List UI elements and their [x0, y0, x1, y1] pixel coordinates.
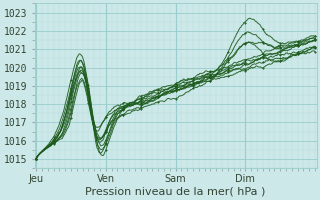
X-axis label: Pression niveau de la mer( hPa ): Pression niveau de la mer( hPa ): [85, 187, 266, 197]
